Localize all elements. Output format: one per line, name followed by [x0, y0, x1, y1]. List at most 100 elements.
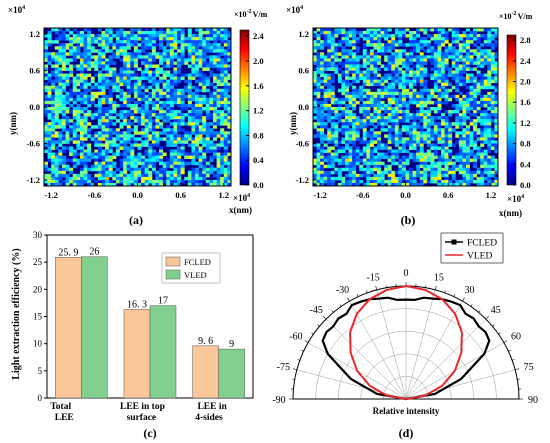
heatmap-cell — [155, 67, 160, 71]
heatmap-cell — [426, 167, 431, 172]
heatmap-cell — [462, 97, 467, 102]
heatmap-cell — [151, 149, 156, 153]
heatmap-cell — [387, 49, 392, 53]
heatmap-cell — [330, 85, 335, 90]
heatmap-b-x-exponent: ×104 — [507, 194, 524, 204]
heatmap-cell — [44, 43, 48, 47]
heatmap-cell — [362, 82, 367, 87]
heatmap-cell — [130, 52, 135, 56]
heatmap-cell — [341, 107, 346, 111]
heatmap-cell — [330, 61, 335, 65]
heatmap-cell — [72, 37, 77, 41]
heatmap-cell — [97, 76, 102, 81]
heatmap-cell — [380, 52, 385, 56]
heatmap-cell — [112, 103, 117, 108]
heatmap-cell — [458, 79, 463, 84]
heatmap-cell — [177, 176, 182, 181]
heatmap-cell — [137, 88, 142, 93]
heatmap-cell — [69, 52, 74, 56]
heatmap-cell — [105, 149, 110, 153]
heatmap-cell — [115, 40, 120, 44]
heatmap-cell — [473, 100, 478, 105]
heatmap-cell — [448, 131, 453, 135]
heatmap-cell — [373, 155, 378, 160]
heatmap-cell — [330, 97, 335, 102]
heatmap-cell — [130, 40, 135, 44]
heatmap-cell — [341, 70, 346, 74]
heatmap-cell — [173, 73, 178, 78]
heatmap-cell — [441, 131, 446, 135]
heatmap-cell — [44, 73, 48, 78]
heatmap-cell — [87, 155, 92, 160]
heatmap-cell — [198, 173, 203, 178]
heatmap-cell — [187, 116, 192, 120]
heatmap-cell — [87, 88, 92, 93]
heatmap-cell — [54, 67, 59, 71]
heatmap-cell — [401, 182, 406, 186]
heatmap-cell — [334, 158, 339, 163]
heatmap-cell — [441, 76, 446, 81]
heatmap-cell — [119, 46, 124, 50]
heatmap-cell — [94, 85, 99, 90]
heatmap-cell — [437, 28, 442, 32]
heatmap-cell — [398, 43, 403, 47]
heatmap-cell — [195, 182, 200, 186]
heatmap-cell — [483, 76, 488, 81]
heatmap-cell — [137, 170, 142, 175]
heatmap-cell — [362, 122, 367, 126]
heatmap-cell — [327, 119, 332, 123]
heatmap-cell — [437, 67, 442, 71]
heatmap-cell — [198, 158, 203, 163]
heatmap-cell — [423, 88, 428, 93]
heatmap-cell — [213, 76, 218, 81]
heatmap-cell — [455, 167, 460, 172]
heatmap-cell — [220, 34, 225, 38]
heatmap-cell — [490, 161, 495, 166]
heatmap-cell — [61, 146, 66, 150]
heatmap-cell — [58, 28, 63, 32]
heatmap-cell — [72, 79, 77, 84]
heatmap-cell — [359, 107, 364, 111]
heatmap-cell — [191, 103, 196, 108]
heatmap-cell — [213, 46, 218, 50]
heatmap-cell — [108, 61, 113, 65]
heatmap-cell — [65, 94, 70, 99]
heatmap-cell — [409, 43, 414, 47]
heatmap-cell — [101, 137, 106, 141]
heatmap-cell — [180, 122, 185, 126]
heatmap-cell — [133, 85, 138, 90]
heatmap-cell — [112, 82, 117, 87]
heatmap-cell — [455, 64, 460, 68]
heatmap-cell — [198, 116, 203, 120]
heatmap-cell — [227, 158, 231, 163]
heatmap-cell — [348, 179, 353, 184]
heatmap-cell — [430, 49, 435, 53]
heatmap-cell — [430, 158, 435, 163]
heatmap-cell — [480, 58, 485, 62]
heatmap-cell — [480, 149, 485, 153]
heatmap-cell — [130, 173, 135, 178]
heatmap-cell — [79, 43, 84, 47]
heatmap-cell — [419, 73, 424, 78]
heatmap-cell — [195, 170, 200, 175]
heatmap-b: -1.2 -0.6 0.0 0.6 1.21.20.60.0-0.6-1.2 ×104 … — [286, 5, 524, 227]
heatmap-cell — [72, 76, 77, 81]
heatmap-cell — [444, 88, 449, 93]
heatmap-cell — [133, 37, 138, 41]
heatmap-cell — [473, 119, 478, 123]
heatmap-cell — [391, 58, 396, 62]
heatmap-cell — [362, 31, 367, 35]
heatmap-cell — [437, 170, 442, 175]
heatmap-cell — [133, 170, 138, 175]
heatmap-cell — [394, 103, 399, 108]
heatmap-cell — [448, 73, 453, 78]
heatmap-cell — [391, 55, 396, 59]
heatmap-cell — [320, 58, 325, 62]
heatmap-cell — [126, 40, 131, 44]
heatmap-cell — [323, 170, 328, 175]
heatmap-cell — [469, 137, 474, 141]
heatmap-cell — [348, 140, 353, 144]
heatmap-cell — [162, 52, 167, 56]
heatmap-cell — [426, 34, 431, 38]
heatmap-cell — [480, 34, 485, 38]
